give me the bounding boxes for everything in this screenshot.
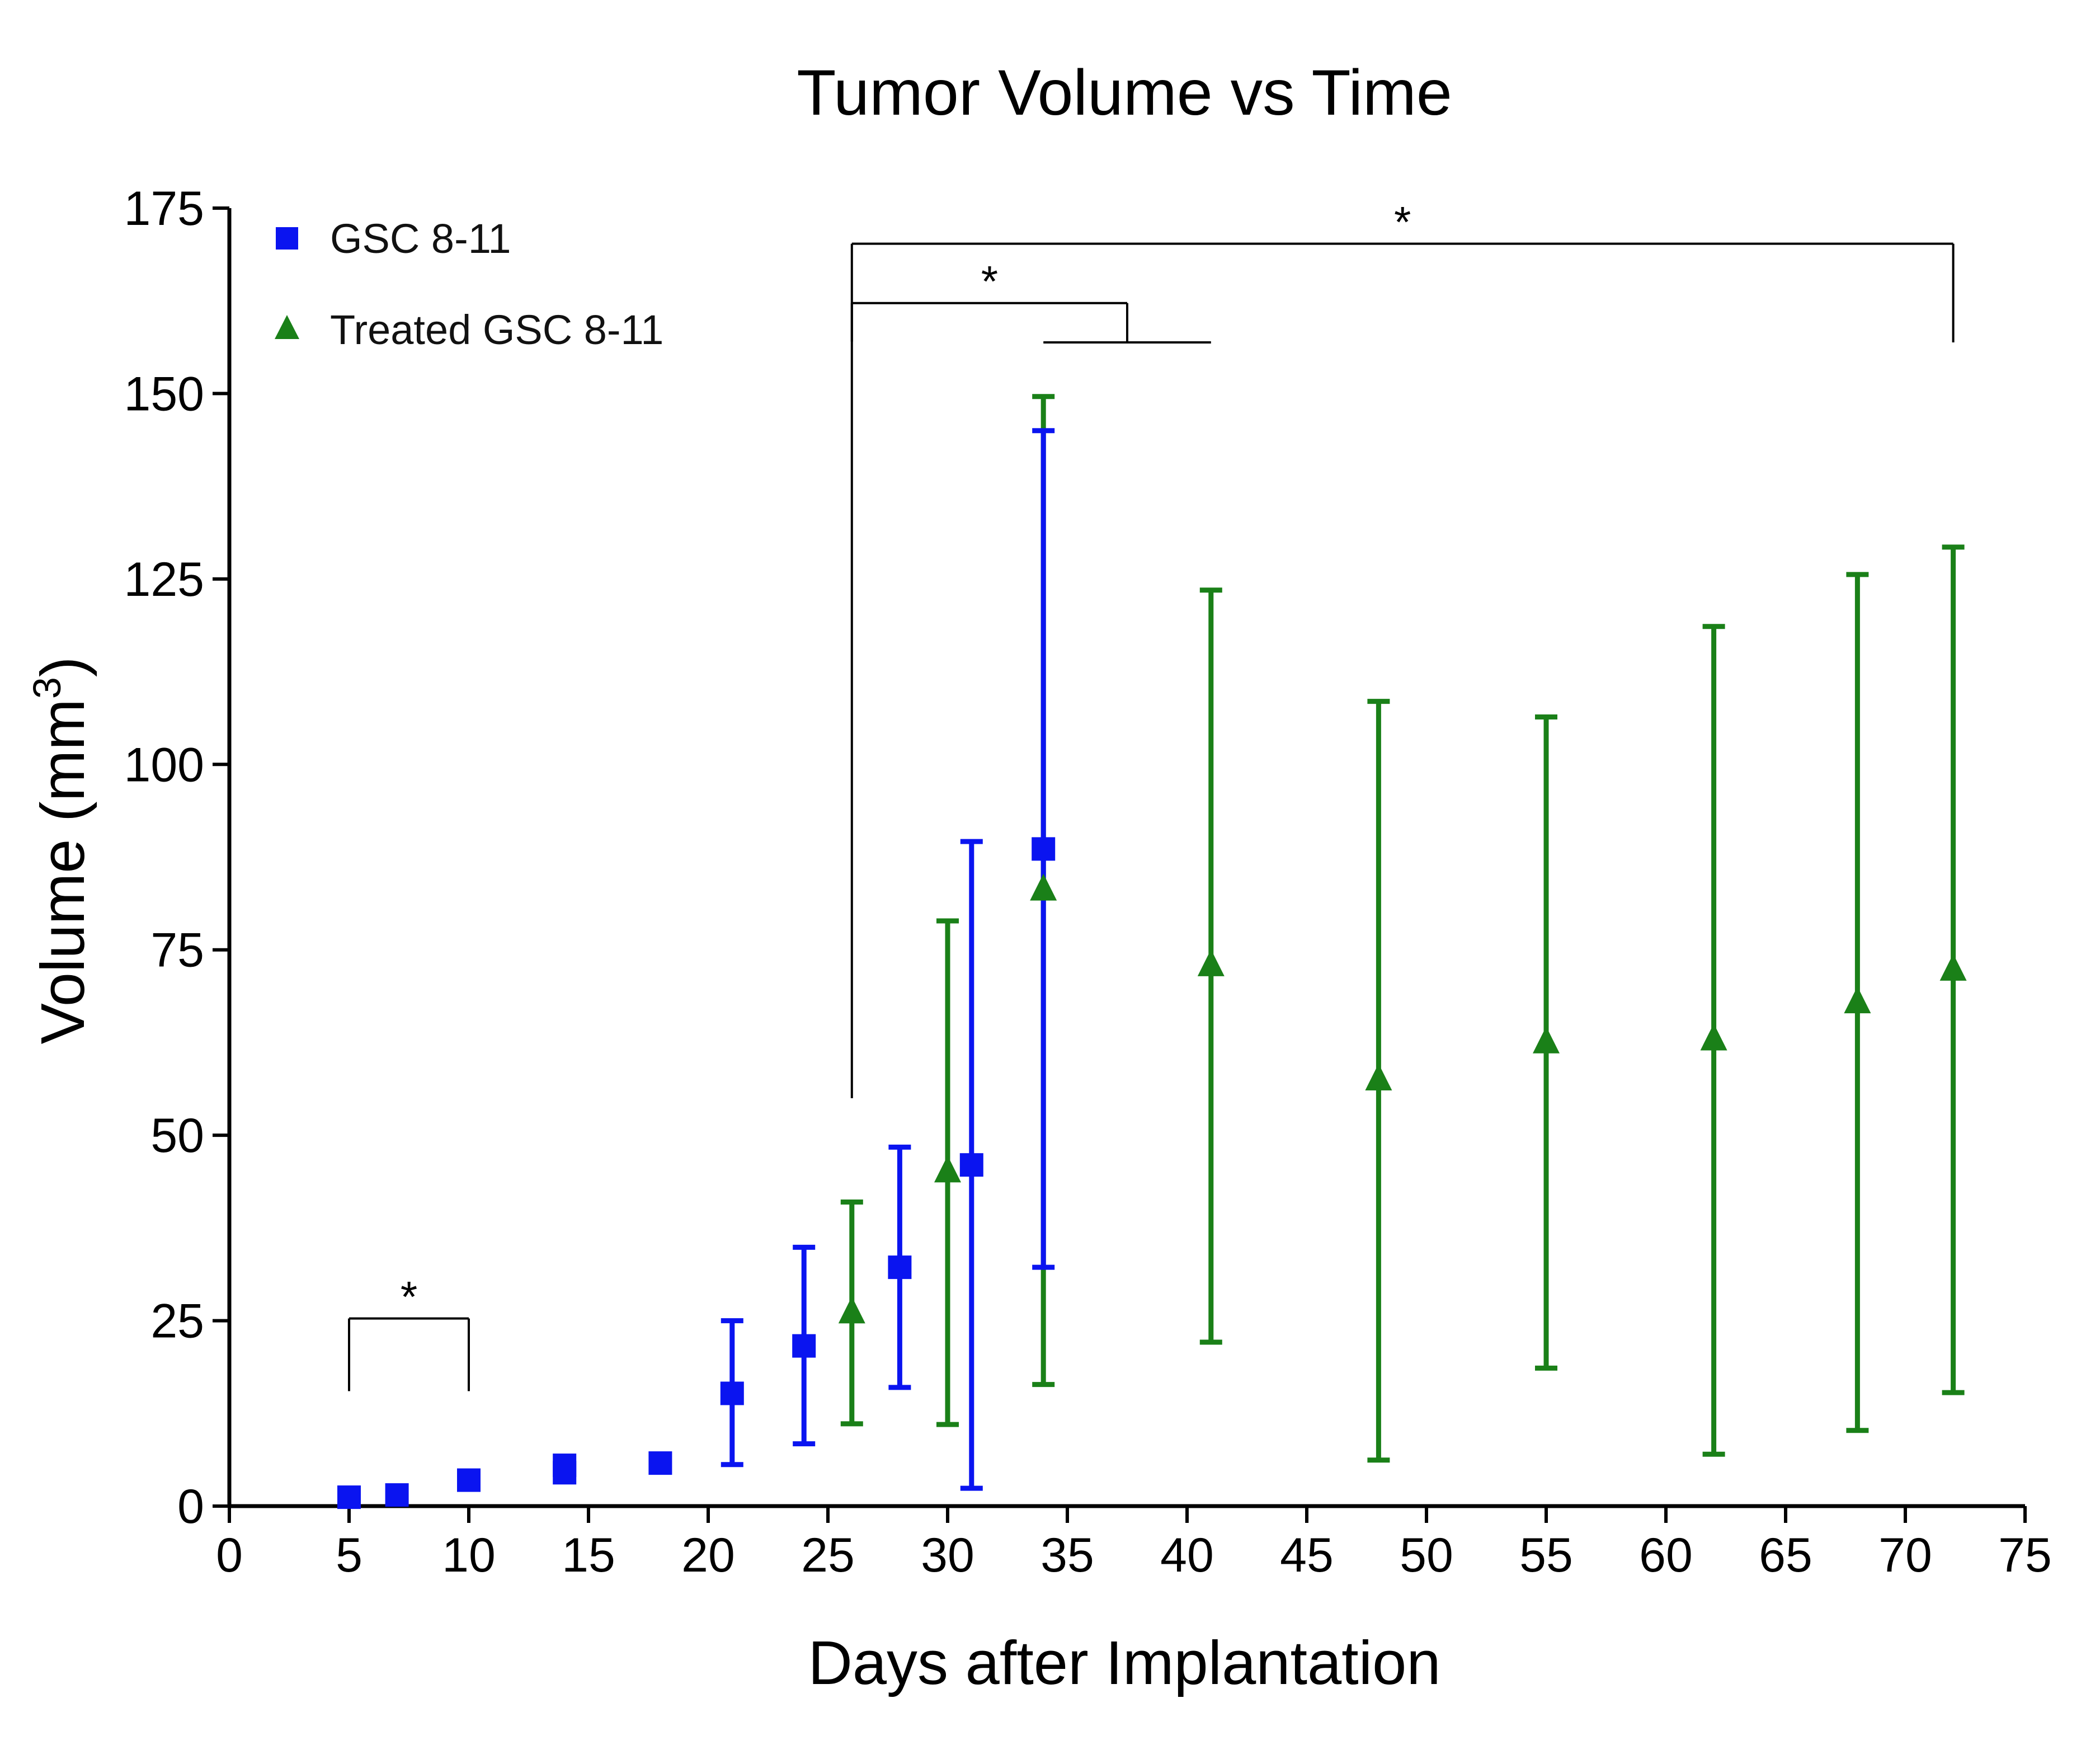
legend-marker-triangle [275,315,299,339]
legend-label-treated: Treated GSC 8-11 [330,307,663,353]
y-tick-label-50: 50 [150,1109,204,1163]
point-gsc-4 [553,1454,577,1478]
point-treated-0 [838,1296,865,1324]
x-tick-label-45: 45 [1280,1528,1334,1582]
point-gsc-2 [457,1468,481,1492]
legend-marker-square [276,227,298,250]
sig-star-2: * [981,257,998,306]
point-gsc-1 [385,1483,409,1507]
x-tick-label-35: 35 [1040,1528,1094,1582]
y-axis-label-closing: ) [29,657,97,678]
point-gsc-0 [337,1485,361,1509]
x-tick-label-15: 15 [562,1528,615,1582]
point-treated-3 [1197,949,1225,976]
point-treated-6 [1700,1023,1727,1051]
point-gsc-6 [720,1381,744,1405]
x-tick-label-25: 25 [801,1528,855,1582]
point-treated-7 [1844,986,1871,1014]
x-tick-labels: 0 5 10 15 20 25 30 35 40 45 50 55 60 65 70 75 [216,1528,2052,1582]
y-tick-label-25: 25 [150,1295,204,1348]
legend-item-gsc: GSC 8-11 [276,215,511,262]
y-axis-label: Volume (mm3) [25,657,97,1045]
x-tick-label-65: 65 [1759,1528,1812,1582]
sig-star-3: * [1394,197,1411,247]
point-treated-5 [1533,1026,1560,1053]
x-tick-label-70: 70 [1878,1528,1932,1582]
legend-label-gsc: GSC 8-11 [330,215,511,262]
point-gsc-8 [888,1255,912,1280]
x-tick-label-40: 40 [1160,1528,1214,1582]
legend-item-treated: Treated GSC 8-11 [275,307,663,353]
x-tick-label-60: 60 [1639,1528,1693,1582]
x-tick-label-5: 5 [336,1528,362,1582]
significance-annotations: * * * [348,197,1955,1391]
y-tick-label-0: 0 [177,1480,204,1534]
y-tick-labels: 0 25 50 75 100 125 150 175 [124,182,205,1534]
point-treated-8 [1939,953,1967,981]
axes [213,206,2027,1523]
sig-star-1: * [401,1272,417,1321]
y-tick-label-150: 150 [124,367,205,421]
point-gsc-9 [959,1153,983,1177]
y-tick-label-75: 75 [150,924,204,977]
point-treated-1 [934,1155,961,1183]
point-treated-4 [1365,1064,1392,1091]
x-tick-label-0: 0 [216,1528,243,1582]
x-tick-label-30: 30 [921,1528,974,1582]
legend: GSC 8-11 Treated GSC 8-11 [275,215,663,353]
y-axis-label-superscript: 3 [25,677,69,699]
x-tick-label-10: 10 [442,1528,496,1582]
point-gsc-7 [792,1334,816,1358]
point-gsc-5 [648,1451,672,1475]
x-tick-label-20: 20 [681,1528,735,1582]
x-tick-label-55: 55 [1519,1528,1573,1582]
y-tick-label-175: 175 [124,182,205,236]
x-tick-label-50: 50 [1400,1528,1453,1582]
y-tick-label-100: 100 [124,738,205,792]
point-gsc-10 [1032,837,1056,861]
point-treated-2 [1030,873,1057,901]
y-axis-label-main: Volume (mm [29,699,97,1044]
y-tick-label-125: 125 [124,553,205,606]
x-axis-label: Days after Implantation [808,1629,1440,1697]
data-markers [337,837,1967,1509]
x-tick-label-75: 75 [1998,1528,2052,1582]
chart-title: Tumor Volume vs Time [797,57,1452,129]
